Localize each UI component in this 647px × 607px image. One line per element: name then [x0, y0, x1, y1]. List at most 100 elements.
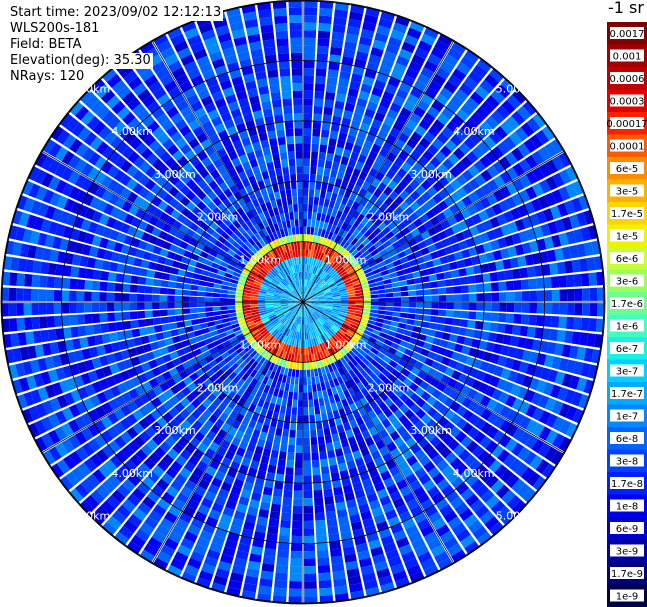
range-gate — [294, 467, 303, 476]
range-gate — [318, 302, 326, 305]
range-gate — [391, 368, 401, 378]
range-gate — [324, 357, 331, 366]
range-gate — [461, 397, 473, 409]
range-gate — [427, 485, 440, 498]
range-gate — [289, 384, 294, 393]
range-gate — [448, 359, 458, 369]
range-gate — [354, 457, 365, 467]
range-gate — [367, 409, 377, 420]
range-gate — [364, 343, 373, 351]
range-gate — [381, 418, 392, 429]
range-gate — [506, 494, 522, 510]
range-gate — [323, 310, 332, 315]
range-gate — [484, 515, 500, 531]
range-gate — [446, 341, 456, 351]
range-gate — [474, 320, 484, 330]
range-gate — [428, 511, 442, 524]
range-gate — [358, 503, 370, 514]
range-gate — [430, 309, 439, 316]
range-gate — [342, 545, 356, 556]
range-gate — [358, 323, 367, 330]
range-gate — [334, 448, 344, 457]
range-gate — [441, 465, 454, 478]
range-gate — [442, 385, 454, 396]
range-gate — [507, 346, 517, 358]
range-gate — [289, 581, 302, 589]
range-gate — [316, 308, 324, 313]
range-gate — [438, 404, 450, 416]
range-gate — [330, 402, 338, 412]
range-gate — [292, 505, 303, 514]
range-gate — [500, 368, 511, 380]
range-gate — [258, 585, 272, 595]
range-gate — [338, 431, 347, 441]
range-gate — [512, 427, 525, 441]
range-gate — [363, 403, 373, 413]
range-gate — [301, 332, 303, 340]
range-gate — [307, 316, 312, 324]
range-gate — [461, 302, 470, 311]
range-gate — [313, 329, 319, 338]
range-gate — [479, 435, 492, 449]
range-gate — [261, 563, 275, 573]
range-gate — [551, 356, 562, 370]
range-gate — [301, 324, 303, 333]
range-gate — [336, 317, 345, 323]
range-gate — [336, 508, 348, 519]
range-gate — [543, 382, 554, 396]
range-gate — [550, 384, 562, 399]
range-gate — [278, 451, 287, 460]
range-gate — [371, 416, 381, 426]
range-gate — [487, 412, 499, 425]
range-gate — [399, 317, 408, 324]
range-gate — [393, 378, 403, 388]
range-gate — [405, 473, 418, 485]
range-gate — [470, 478, 484, 493]
range-gate — [313, 368, 319, 377]
range-gate — [293, 392, 298, 400]
range-gate — [504, 357, 515, 369]
range-gate — [535, 459, 550, 475]
range-gate — [392, 311, 401, 317]
range-gate — [389, 490, 402, 502]
colorbar-label: 6e-9 — [616, 524, 639, 535]
range-gate — [564, 389, 576, 404]
range-gate — [320, 458, 329, 468]
range-gate — [303, 535, 315, 544]
range-gate — [487, 332, 497, 343]
range-gate — [532, 339, 542, 352]
range-gate — [362, 311, 371, 316]
range-gate — [414, 386, 425, 397]
range-gate — [383, 407, 393, 418]
range-gate — [416, 302, 424, 308]
range-gate — [340, 304, 349, 307]
range-gate — [478, 340, 488, 351]
range-gate — [327, 347, 333, 356]
range-gate — [509, 335, 520, 347]
colorbar-label: 0.00017 — [606, 119, 647, 130]
range-gate — [410, 505, 423, 517]
range-gate — [319, 451, 328, 460]
range-gate — [317, 436, 325, 445]
range-gate — [336, 424, 345, 434]
range-gate — [464, 540, 480, 555]
range-gate — [293, 490, 303, 499]
range-gate — [551, 400, 564, 415]
range-gate — [319, 351, 325, 360]
range-gate — [460, 487, 475, 501]
range-gate — [358, 406, 367, 417]
range-gate — [500, 469, 514, 484]
range-gate — [355, 416, 365, 426]
range-gate — [380, 470, 392, 482]
range-gate — [482, 373, 494, 385]
range-gate — [373, 513, 387, 525]
range-gate — [423, 342, 433, 351]
range-gate — [326, 518, 338, 528]
range-gate — [296, 437, 303, 446]
range-gate — [276, 557, 289, 566]
range-gate — [304, 588, 318, 597]
range-gate — [344, 371, 353, 381]
range-gate — [310, 303, 318, 306]
range-gate — [354, 433, 364, 443]
range-gate — [532, 422, 545, 437]
